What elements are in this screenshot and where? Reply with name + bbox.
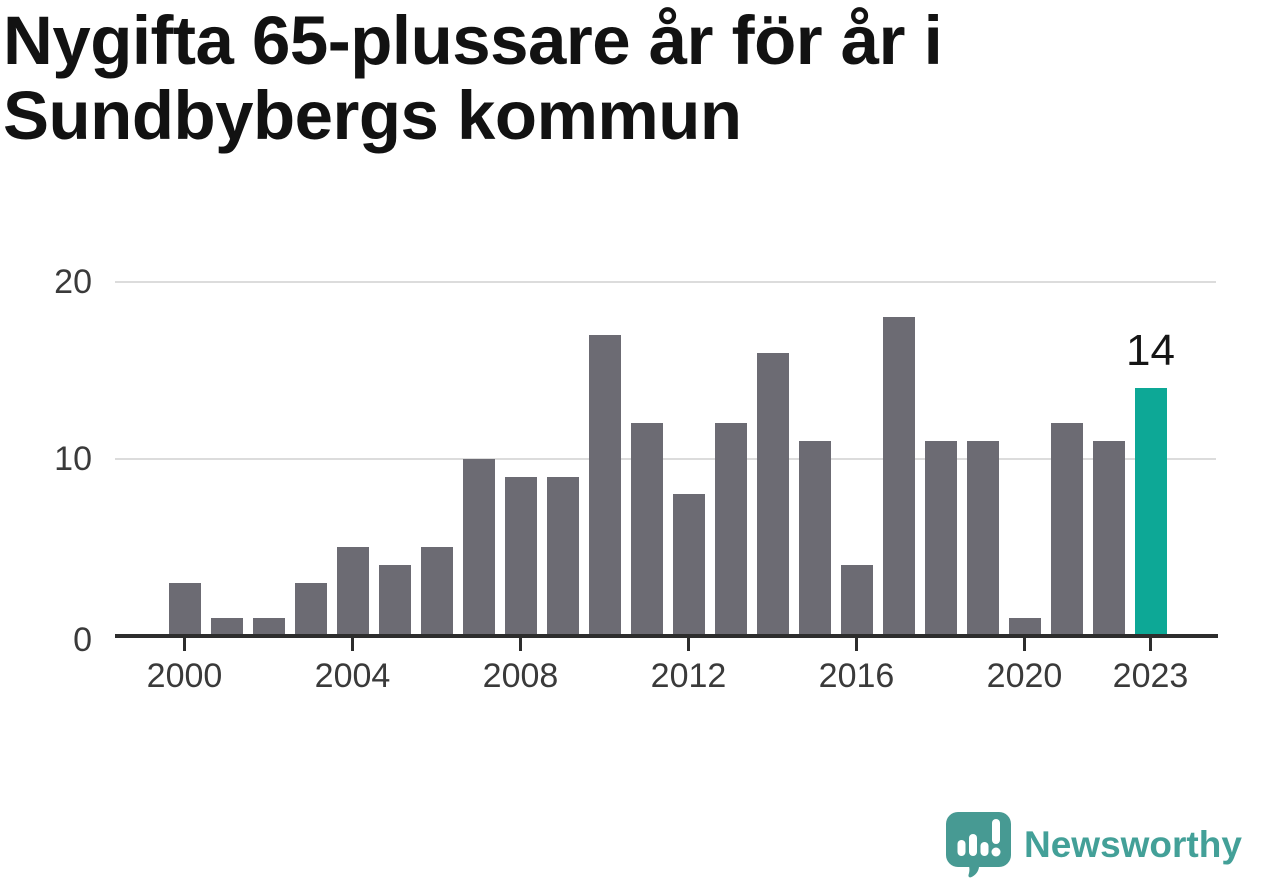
bar-2003 — [294, 582, 327, 634]
bar-2006 — [420, 547, 453, 634]
bar-2014 — [756, 352, 789, 634]
x-tick-2020 — [1023, 638, 1026, 651]
bar-2002 — [252, 618, 285, 634]
bar-2016 — [840, 565, 873, 634]
x-tick-2023 — [1149, 638, 1152, 651]
newsworthy-logo: Newsworthy — [944, 811, 1242, 878]
x-tick-label-2012: 2012 — [650, 657, 727, 695]
x-tick-2012 — [687, 638, 690, 651]
chart-title: Nygifta 65-plussare år för år i Sundbybe… — [3, 3, 1153, 153]
bar-2018 — [924, 441, 957, 634]
value-label-2023: 14 — [1126, 325, 1175, 375]
bar-2023 — [1134, 387, 1167, 634]
bar-2009 — [546, 476, 579, 634]
newsworthy-logo-icon — [946, 812, 1011, 878]
bar-2021 — [1050, 423, 1083, 634]
bar-2005 — [378, 565, 411, 634]
bar-2015 — [798, 441, 831, 634]
gridline-10 — [115, 457, 1216, 460]
bar-2019 — [966, 441, 999, 634]
bar-2012 — [672, 494, 705, 634]
bar-2020 — [1008, 618, 1041, 634]
x-tick-label-2016: 2016 — [818, 657, 895, 695]
y-tick-label-10: 10 — [54, 439, 92, 478]
x-tick-2004 — [351, 638, 354, 651]
x-tick-label-2004: 2004 — [314, 657, 391, 695]
bar-2008 — [504, 476, 537, 634]
x-tick-label-2000: 2000 — [146, 657, 223, 695]
x-tick-label-2023: 2023 — [1112, 657, 1189, 695]
y-tick-label-0: 0 — [73, 621, 92, 659]
bar-2017 — [882, 317, 915, 634]
y-tick-label-20: 20 — [54, 262, 92, 301]
bar-2022 — [1092, 441, 1125, 634]
newsworthy-brand-name: Newsworthy — [1024, 823, 1242, 865]
x-tick-label-2008: 2008 — [482, 657, 559, 695]
bar-2010 — [588, 334, 621, 634]
x-tick-2008 — [519, 638, 522, 651]
bar-2001 — [210, 618, 243, 634]
bar-2007 — [462, 458, 495, 634]
gridline-20 — [115, 280, 1216, 283]
chart-title-line-1: Nygifta 65-plussare år för år i — [3, 2, 943, 79]
x-axis-line — [115, 634, 1218, 638]
x-tick-label-2020: 2020 — [986, 657, 1063, 695]
chart-title-line-2: Sundbybergs kommun — [3, 77, 742, 154]
bar-2000 — [168, 582, 201, 634]
bar-2011 — [630, 423, 663, 634]
x-tick-2000 — [183, 638, 186, 651]
x-tick-2016 — [855, 638, 858, 651]
bar-2004 — [336, 547, 369, 634]
bar-2013 — [714, 423, 747, 634]
